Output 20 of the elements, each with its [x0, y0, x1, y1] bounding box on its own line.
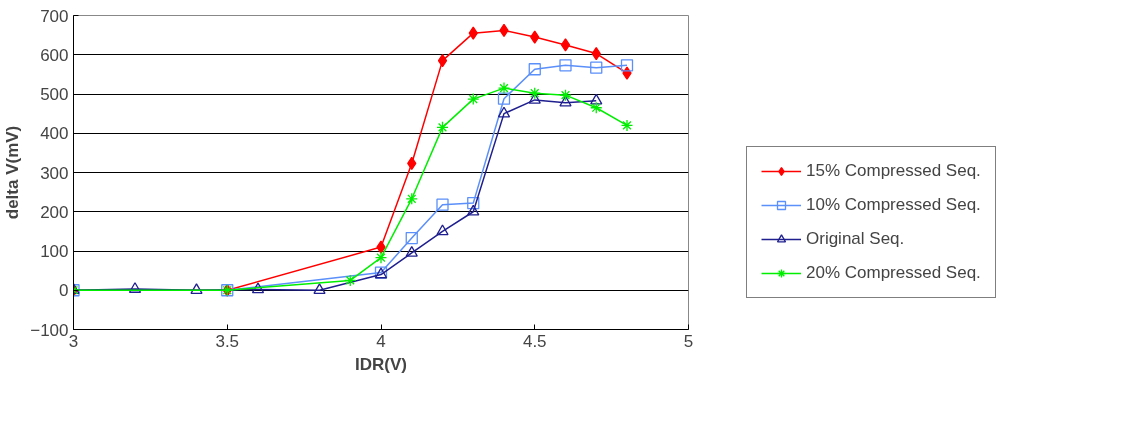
x-axis-title: IDR(V) — [355, 354, 407, 374]
x-tick-label: 4.5 — [522, 331, 547, 351]
x-tick-label: 4 — [376, 331, 386, 351]
y-tick-label: 100 — [40, 242, 69, 261]
y-axis-title: delta V(mV) — [3, 125, 23, 220]
legend-label: 20% Compressed Seq. — [806, 263, 981, 283]
x-tick-label: 3 — [68, 331, 79, 351]
y-tick-label: 400 — [40, 124, 69, 144]
legend-label: 15% Compressed Seq. — [806, 161, 981, 181]
y-tick-label: 0 — [59, 281, 69, 301]
legend-label: Original Seq. — [806, 229, 905, 249]
y-tick-label: 200 — [40, 202, 69, 222]
y-tick-label: 700 — [40, 6, 69, 26]
legend-label: 10% Compressed Seq. — [806, 195, 981, 215]
y-tick-label: 300 — [40, 163, 69, 183]
x-tick-label: 3.5 — [215, 331, 240, 351]
y-tick-label: −100 — [30, 320, 69, 340]
y-tick-label: 500 — [40, 85, 69, 104]
x-tick-label: 5 — [683, 331, 694, 351]
y-tick-label: 600 — [40, 45, 69, 65]
